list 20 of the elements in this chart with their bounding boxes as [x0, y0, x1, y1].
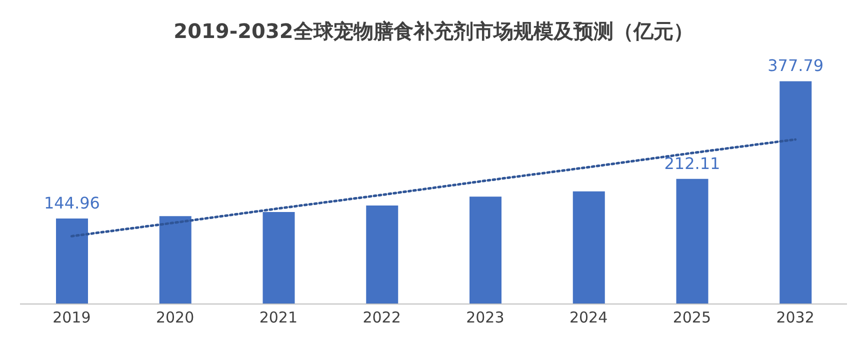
x-tick-label: 2020: [156, 308, 194, 327]
bar: [56, 218, 88, 304]
x-tick-label: 2022: [362, 308, 401, 327]
data-label: 377.79: [768, 56, 824, 76]
x-tick-label: 2025: [672, 308, 712, 327]
bar: [262, 212, 295, 304]
bar: [676, 178, 708, 304]
x-tick-label: 2024: [569, 308, 608, 327]
bar: [572, 191, 605, 304]
x-tick-label: 2023: [466, 308, 504, 327]
bar: [780, 81, 812, 304]
chart-title: 2019-2032全球宠物膳食补充剂市场规模及预测（亿元）: [172, 18, 694, 45]
bar: [159, 216, 192, 304]
bar: [470, 196, 502, 304]
x-tick-label: 2021: [259, 308, 298, 327]
x-tick-label: 2019: [52, 308, 91, 327]
data-label: 144.96: [44, 194, 100, 213]
data-label: 212.11: [664, 154, 720, 173]
bar: [366, 206, 398, 304]
x-tick-label: 2032: [776, 308, 814, 327]
